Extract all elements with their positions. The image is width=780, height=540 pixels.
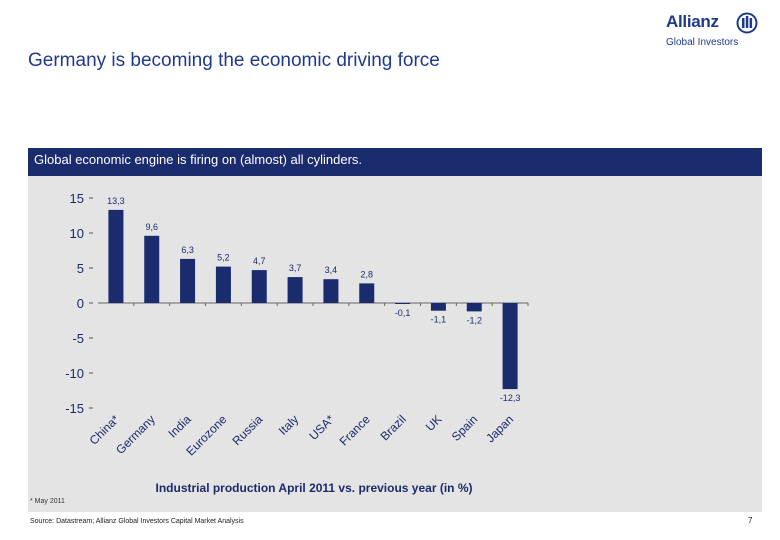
x-tick-label: UK	[423, 412, 445, 434]
logo-subtitle: Global Investors	[666, 37, 739, 48]
bar	[215, 266, 231, 303]
bar-chart: 151050-5-10-1513,3China*9,6Germany6,3Ind…	[65, 191, 529, 495]
x-axis-title: Industrial production April 2011 vs. pre…	[156, 481, 473, 495]
bar	[359, 283, 375, 303]
bar	[180, 258, 196, 303]
y-tick-label: 10	[70, 226, 84, 241]
y-tick-label: 0	[77, 296, 84, 311]
x-tick-label: Russia	[230, 412, 266, 448]
x-tick-label: Brazil	[378, 412, 409, 443]
bar	[430, 303, 446, 311]
data-label: -0,1	[395, 308, 411, 318]
bar	[502, 303, 518, 390]
footnote: * May 2011	[30, 498, 65, 505]
x-tick-label: USA*	[306, 412, 337, 443]
data-label: -1,1	[431, 315, 447, 325]
allianz-eagle-icon	[736, 12, 758, 34]
bar	[323, 279, 339, 303]
data-label: 6,3	[181, 245, 194, 255]
bar	[108, 209, 124, 303]
x-tick-label: Germany	[113, 412, 158, 457]
bar	[251, 270, 267, 303]
data-label: 9,6	[145, 222, 158, 232]
data-label: -1,2	[466, 315, 482, 325]
bar	[395, 303, 411, 304]
allianz-logo: Allianz Global Investors	[666, 12, 762, 52]
logo-wordmark: Allianz	[666, 12, 719, 31]
data-label: 2,8	[360, 269, 373, 279]
data-label: 4,7	[253, 256, 266, 266]
y-tick-label: 5	[77, 261, 84, 276]
x-tick-label: Italy	[276, 412, 301, 437]
slide-title: Germany is becoming the economic driving…	[28, 50, 440, 71]
y-tick-label: -10	[65, 366, 84, 381]
bar	[466, 303, 482, 312]
y-tick-label: -15	[65, 401, 84, 416]
source-note: Source: Datastream; Allianz Global Inves…	[30, 518, 244, 525]
chart-panel: 15 10 5 0 -5 -10 -15 13,3 China* 9,6 Germany 6,3 Ind…	[28, 176, 762, 512]
x-tick-label: France	[337, 412, 374, 449]
bar	[144, 235, 160, 303]
data-label: 13,3	[107, 196, 125, 206]
data-label: 3,7	[289, 263, 302, 273]
data-label: 5,2	[217, 253, 230, 263]
section-banner: Global economic engine is firing on (alm…	[28, 148, 762, 176]
data-label: -12,3	[500, 393, 521, 403]
page-number: 7	[748, 516, 753, 525]
x-tick-label: Spain	[449, 412, 481, 444]
y-tick-label: 15	[70, 191, 84, 206]
y-tick-label: -5	[72, 331, 84, 346]
data-label: 3,4	[325, 265, 338, 275]
x-tick-label: Japan	[483, 412, 516, 445]
bar	[287, 277, 303, 303]
x-tick-label: India	[165, 412, 194, 441]
